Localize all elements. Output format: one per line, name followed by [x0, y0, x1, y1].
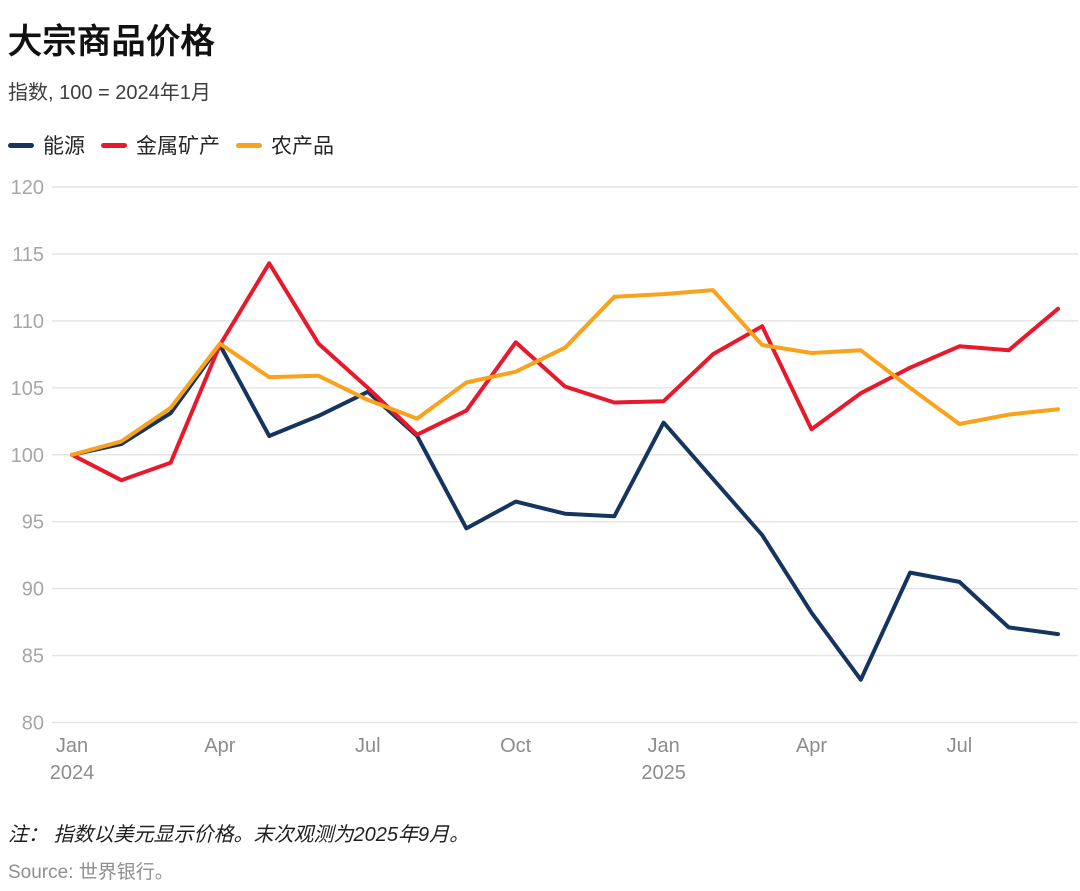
x-axis-label: Apr	[204, 735, 235, 757]
y-axis-label: 90	[22, 579, 44, 601]
chart-legend: 能源 金属矿产 农产品	[8, 130, 334, 160]
y-axis-label: 80	[22, 713, 44, 735]
energy-swatch-icon	[8, 142, 34, 148]
chart-source: Source: 世界银行。	[8, 862, 174, 883]
legend-item-metals-minerals: 金属矿产	[101, 130, 220, 160]
y-axis-label: 115	[12, 244, 44, 266]
x-axis-label: Oct	[500, 735, 532, 757]
legend-label-energy: 能源	[43, 135, 85, 158]
chart-footnote: 注： 指数以美元显示价格。末次观测为2025年9月。	[8, 824, 470, 846]
x-axis-label: Jan	[56, 735, 88, 757]
y-axis-label: 85	[22, 646, 44, 668]
chart-subtitle: 指数, 100 = 2024年1月	[8, 82, 211, 104]
legend-item-agriculture: 农产品	[236, 130, 334, 160]
page-title: 大宗商品价格	[8, 23, 215, 61]
metals-minerals-line	[70, 261, 1060, 483]
agriculture-swatch-icon	[236, 142, 262, 148]
legend-label-metals-minerals: 金属矿产	[136, 135, 220, 158]
agriculture-line	[70, 288, 1060, 457]
commodity-line-chart: 80 85 90 95 100 105 110 115 120 Jan 2024 Apr Jul Oct J…	[11, 177, 1078, 784]
metals-minerals-swatch-icon	[101, 142, 127, 148]
x-axis-label: Jan	[647, 735, 679, 757]
legend-item-energy: 能源	[8, 130, 85, 160]
y-axis-label: 120	[11, 177, 44, 199]
legend-label-agriculture: 农产品	[271, 135, 334, 158]
x-axis-label: Jul	[355, 735, 381, 757]
x-axis-year-label: 2024	[50, 762, 95, 784]
x-axis-label: Apr	[796, 735, 827, 757]
x-axis-label: Jul	[947, 735, 973, 757]
y-axis-label: 95	[22, 512, 44, 534]
energy-line	[70, 343, 1060, 682]
y-axis-label: 110	[12, 311, 44, 333]
x-axis-year-label: 2025	[641, 762, 686, 784]
y-axis-label: 105	[11, 378, 44, 400]
y-axis-label: 100	[11, 445, 44, 467]
